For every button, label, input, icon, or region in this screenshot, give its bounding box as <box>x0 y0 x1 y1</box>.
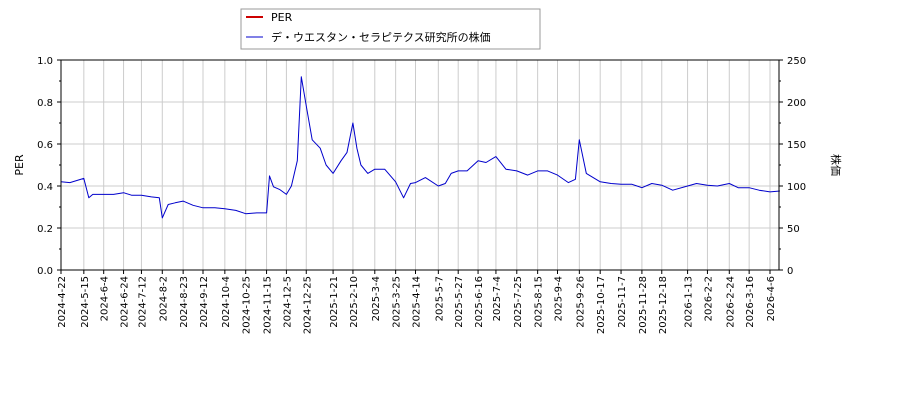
x-tick-label: 2025-9-26 <box>575 276 586 328</box>
x-tick-label: 2025-10-17 <box>596 276 607 334</box>
left-tick-label: 0.0 <box>37 266 53 277</box>
x-tick-label: 2025-4-14 <box>412 276 423 328</box>
x-tick-label: 2025-9-4 <box>553 276 564 321</box>
x-tick-label: 2025-3-25 <box>392 276 403 328</box>
left-tick-label: 0.2 <box>37 224 53 235</box>
right-tick-label: 250 <box>787 56 806 67</box>
left-axis: 0.0 0.2 0.4 0.6 0.8 1.0 <box>37 56 61 277</box>
x-tick-label: 2025-11-28 <box>638 276 649 334</box>
x-tick-label: 2026-2-24 <box>725 276 736 328</box>
right-tick-label: 50 <box>787 224 800 235</box>
x-tick-label: 2024-12-25 <box>302 276 313 334</box>
x-tick-label: 2025-7-4 <box>492 276 503 321</box>
grid <box>60 60 779 270</box>
legend: PER デ・ウエスタン・セラピテクス研究所の株価 <box>240 8 541 50</box>
x-tick-label: 2024-5-15 <box>80 276 91 328</box>
right-tick-label: 100 <box>787 182 806 193</box>
left-tick-label: 1.0 <box>37 56 53 67</box>
x-tick-label: 2024-12-5 <box>282 276 293 328</box>
right-axis: 0 50 100 150 200 250 <box>779 56 806 277</box>
right-tick-label: 150 <box>787 140 806 151</box>
x-tick-label: 2025-2-10 <box>349 276 360 328</box>
x-tick-label: 2024-6-24 <box>120 276 131 328</box>
x-tick-label: 2024-7-12 <box>137 276 148 328</box>
x-tick-label: 2024-8-23 <box>179 276 190 328</box>
legend-box <box>240 8 541 50</box>
x-tick-label: 2024-10-25 <box>242 276 253 334</box>
x-tick-label: 2024-11-15 <box>263 276 274 334</box>
right-tick-label: 0 <box>787 266 793 277</box>
x-tick-label: 2024-9-12 <box>199 276 210 328</box>
x-tick-label: 2024-10-4 <box>221 276 232 328</box>
series-layer <box>60 76 780 219</box>
price-line <box>60 76 780 219</box>
right-tick-label: 200 <box>787 98 806 109</box>
x-tick-label: 2025-6-16 <box>474 276 485 328</box>
x-tick-label: 2025-5-27 <box>454 276 465 328</box>
x-tick-label: 2026-4-6 <box>766 276 777 321</box>
left-tick-label: 0.6 <box>37 140 53 151</box>
x-tick-label: 2025-3-4 <box>371 276 382 321</box>
x-tick-label: 2025-1-21 <box>329 276 340 328</box>
plot-area <box>61 60 779 270</box>
x-tick-label: 2024-4-22 <box>57 276 68 328</box>
left-tick-label: 0.8 <box>37 98 53 109</box>
x-tick-label: 2026-1-13 <box>684 276 695 328</box>
x-tick-label: 2024-6-4 <box>100 276 111 321</box>
x-tick-label: 2024-8-2 <box>158 276 169 321</box>
right-axis-title: 株価 <box>829 154 843 176</box>
x-tick-label: 2026-2-2 <box>703 276 714 321</box>
x-axis: 2024-4-22 2024-5-15 2024-6-4 2024-6-24 2024-… <box>57 270 777 334</box>
legend-label-per: PER <box>271 11 293 24</box>
legend-label-price: デ・ウエスタン・セラピテクス研究所の株価 <box>271 30 491 44</box>
x-tick-label: 2025-7-25 <box>513 276 524 328</box>
x-tick-label: 2026-3-16 <box>745 276 756 328</box>
left-tick-label: 0.4 <box>37 182 53 193</box>
x-tick-label: 2025-11-7 <box>617 276 628 328</box>
x-tick-label: 2025-12-18 <box>658 276 669 334</box>
x-tick-label: 2025-5-7 <box>434 276 445 321</box>
x-tick-label: 2025-8-15 <box>534 276 545 328</box>
left-axis-title: PER <box>13 154 26 176</box>
